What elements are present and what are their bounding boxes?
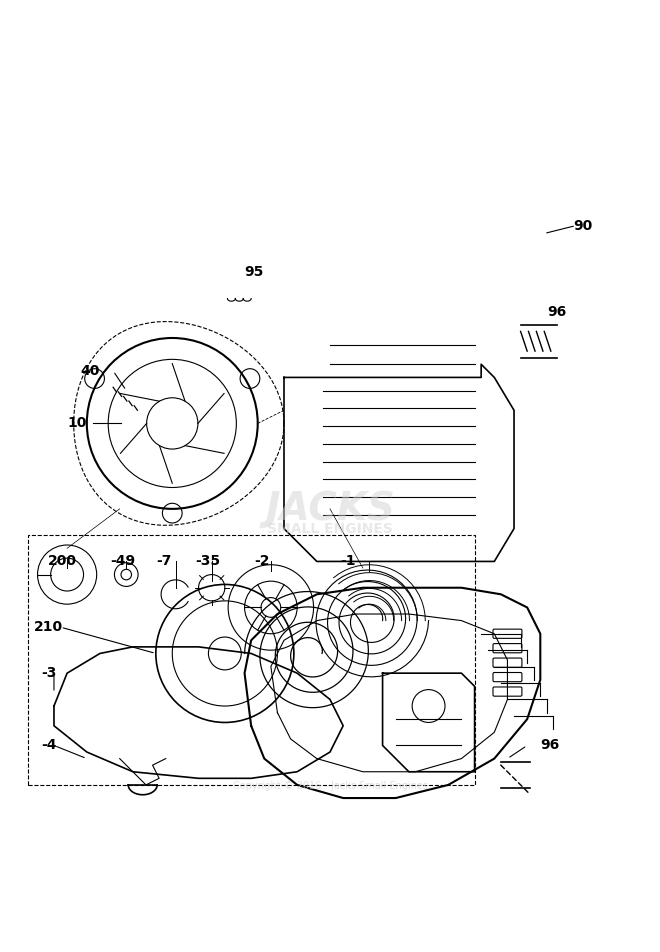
Text: Copyright © 2016 - Jacks Small Engines: Copyright © 2016 - Jacks Small Engines: [232, 782, 428, 791]
Text: 95: 95: [245, 266, 264, 279]
Text: JACKS: JACKS: [265, 490, 395, 527]
Text: -35: -35: [195, 554, 220, 568]
Text: 40: 40: [81, 364, 100, 378]
Text: -2: -2: [254, 554, 270, 568]
Text: 200: 200: [48, 554, 77, 568]
FancyBboxPatch shape: [493, 687, 522, 696]
Text: 96: 96: [541, 739, 560, 752]
Text: 10: 10: [67, 416, 86, 430]
Text: 90: 90: [573, 219, 593, 233]
Text: 96: 96: [547, 305, 566, 319]
Text: -1: -1: [340, 554, 355, 568]
Text: 210: 210: [34, 620, 63, 634]
Text: -7: -7: [156, 554, 171, 568]
Text: -49: -49: [110, 554, 135, 568]
Text: -3: -3: [41, 666, 56, 680]
Text: -4: -4: [41, 739, 56, 752]
FancyBboxPatch shape: [493, 644, 522, 653]
FancyBboxPatch shape: [493, 629, 522, 639]
Text: SMALL ENGINES: SMALL ENGINES: [267, 522, 393, 536]
FancyBboxPatch shape: [493, 658, 522, 667]
FancyBboxPatch shape: [493, 672, 522, 682]
